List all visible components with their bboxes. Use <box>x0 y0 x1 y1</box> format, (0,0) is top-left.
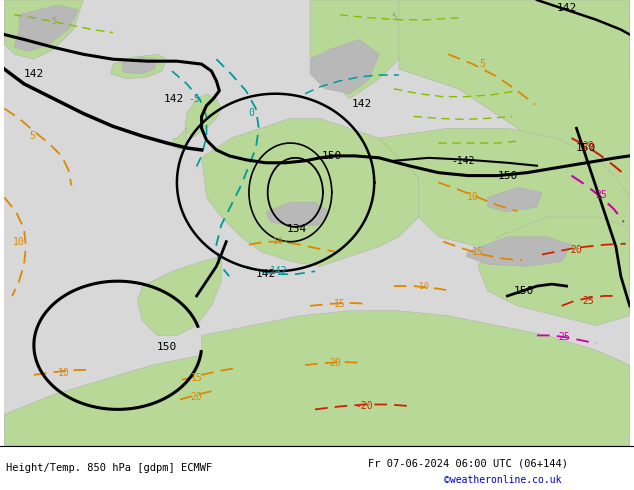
Text: 150: 150 <box>576 143 597 153</box>
Text: 5: 5 <box>480 59 486 69</box>
Text: 150: 150 <box>514 286 534 296</box>
Text: 142: 142 <box>557 3 577 13</box>
Polygon shape <box>399 0 630 197</box>
Polygon shape <box>478 217 630 325</box>
Polygon shape <box>172 128 187 150</box>
Text: 142: 142 <box>256 269 276 279</box>
Polygon shape <box>379 128 630 296</box>
Text: 5: 5 <box>29 131 35 141</box>
Text: 25: 25 <box>583 296 594 306</box>
Text: 142: 142 <box>164 94 184 104</box>
Text: -20: -20 <box>356 401 373 412</box>
Text: 0: 0 <box>248 108 254 119</box>
Text: 134: 134 <box>287 224 307 234</box>
Text: 15: 15 <box>334 299 346 309</box>
Text: 20: 20 <box>191 392 202 402</box>
Text: -5: -5 <box>188 94 200 104</box>
Polygon shape <box>14 5 78 51</box>
Text: 20: 20 <box>571 245 582 255</box>
Polygon shape <box>4 0 83 59</box>
Text: 10-: 10- <box>273 237 288 246</box>
Text: 150: 150 <box>321 151 342 161</box>
Polygon shape <box>202 119 429 267</box>
Polygon shape <box>488 188 542 212</box>
Text: 10: 10 <box>13 237 25 246</box>
Text: 142: 142 <box>351 98 372 109</box>
Text: Height/Temp. 850 hPa [gdpm] ECMWF: Height/Temp. 850 hPa [gdpm] ECMWF <box>6 463 212 473</box>
Polygon shape <box>266 202 330 227</box>
Text: 20: 20 <box>329 358 340 368</box>
Text: 150: 150 <box>157 342 177 352</box>
Text: 10: 10 <box>58 368 69 378</box>
Polygon shape <box>184 94 221 138</box>
Text: ©weatheronline.co.uk: ©weatheronline.co.uk <box>444 475 561 485</box>
Text: 15: 15 <box>472 246 484 257</box>
Text: 25: 25 <box>595 190 607 200</box>
Polygon shape <box>122 57 157 74</box>
Polygon shape <box>310 40 379 94</box>
Text: 5: 5 <box>51 17 56 26</box>
Text: 142: 142 <box>269 266 287 276</box>
Text: 142: 142 <box>23 69 44 79</box>
Polygon shape <box>111 54 167 79</box>
Polygon shape <box>4 311 630 446</box>
Text: 15: 15 <box>191 373 202 383</box>
Polygon shape <box>138 256 221 336</box>
Text: 10: 10 <box>467 192 479 202</box>
Polygon shape <box>310 0 630 98</box>
Text: 5: 5 <box>391 13 396 22</box>
Text: Fr 07-06-2024 06:00 UTC (06+144): Fr 07-06-2024 06:00 UTC (06+144) <box>368 458 567 468</box>
Text: 10: 10 <box>418 282 429 291</box>
Text: 20: 20 <box>583 141 594 151</box>
Text: 150: 150 <box>497 171 517 181</box>
Text: 25: 25 <box>559 332 571 343</box>
Polygon shape <box>466 237 571 267</box>
Text: -142: -142 <box>451 156 475 166</box>
